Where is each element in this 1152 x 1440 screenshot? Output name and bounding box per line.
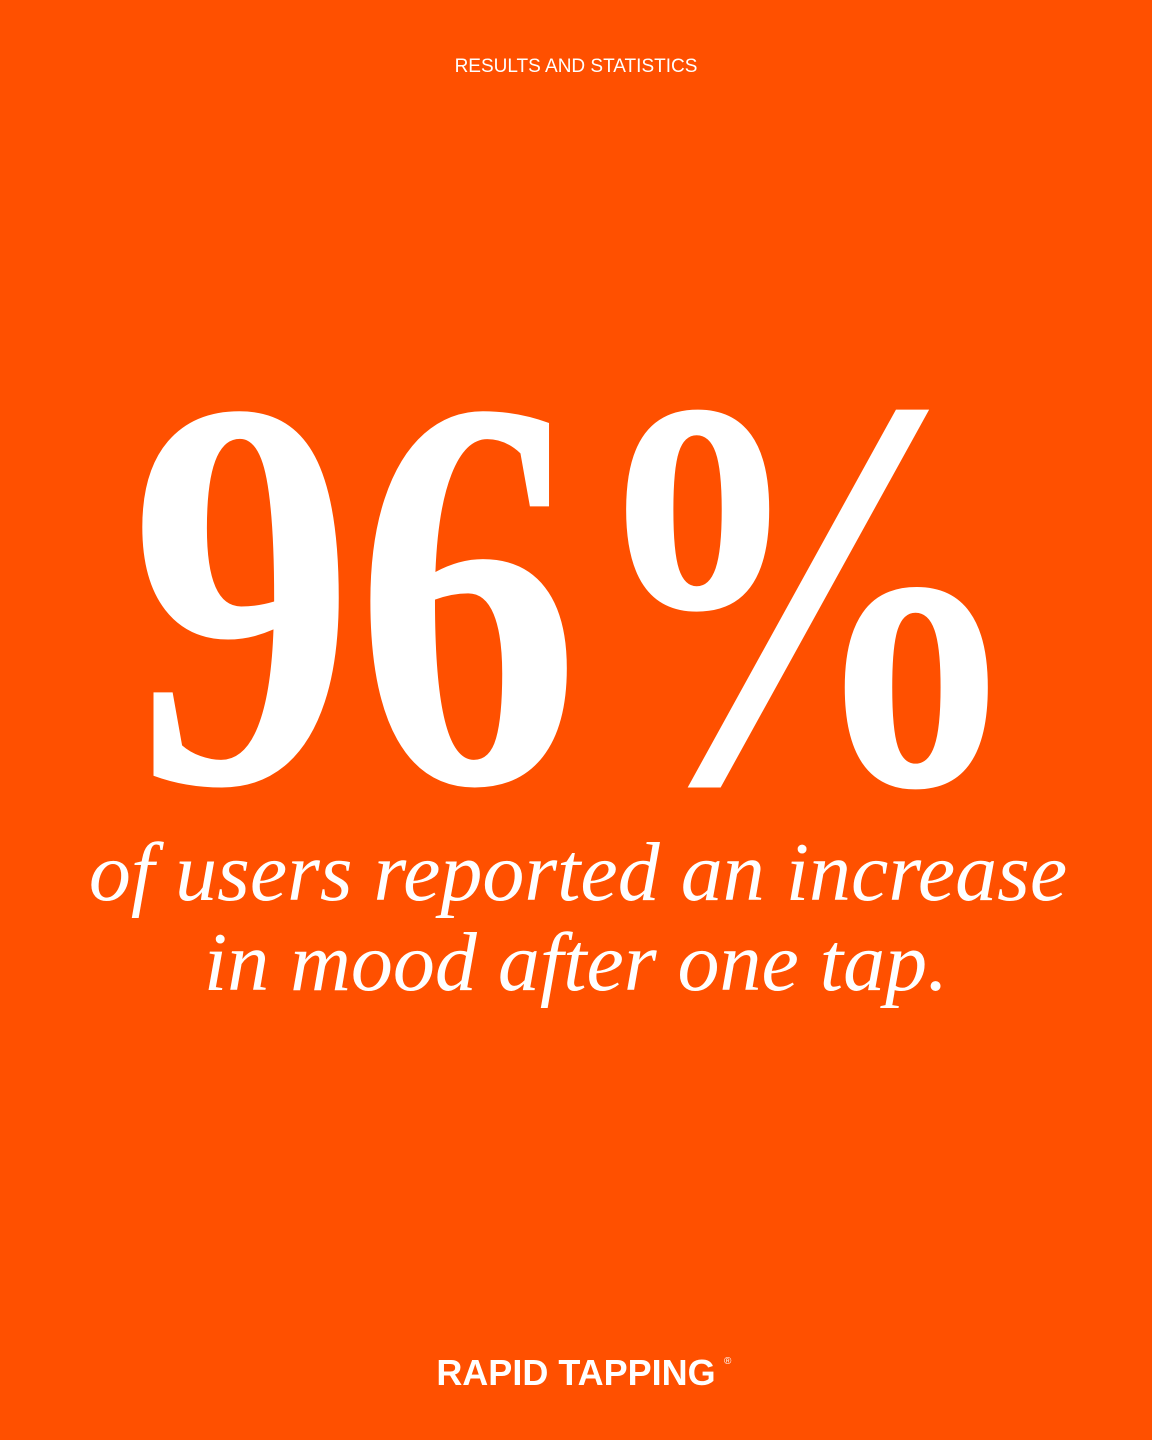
stat-description-line: of users reported an increase [89,826,1067,919]
stat-value: 96% [130,284,1030,904]
brand: RAPID TAPPING [436,1352,715,1393]
stat-description-line: in mood after one tap. [204,916,948,1009]
registered-mark: ® [724,1356,732,1367]
header-title: RESULTS AND STATISTICS [455,56,698,77]
